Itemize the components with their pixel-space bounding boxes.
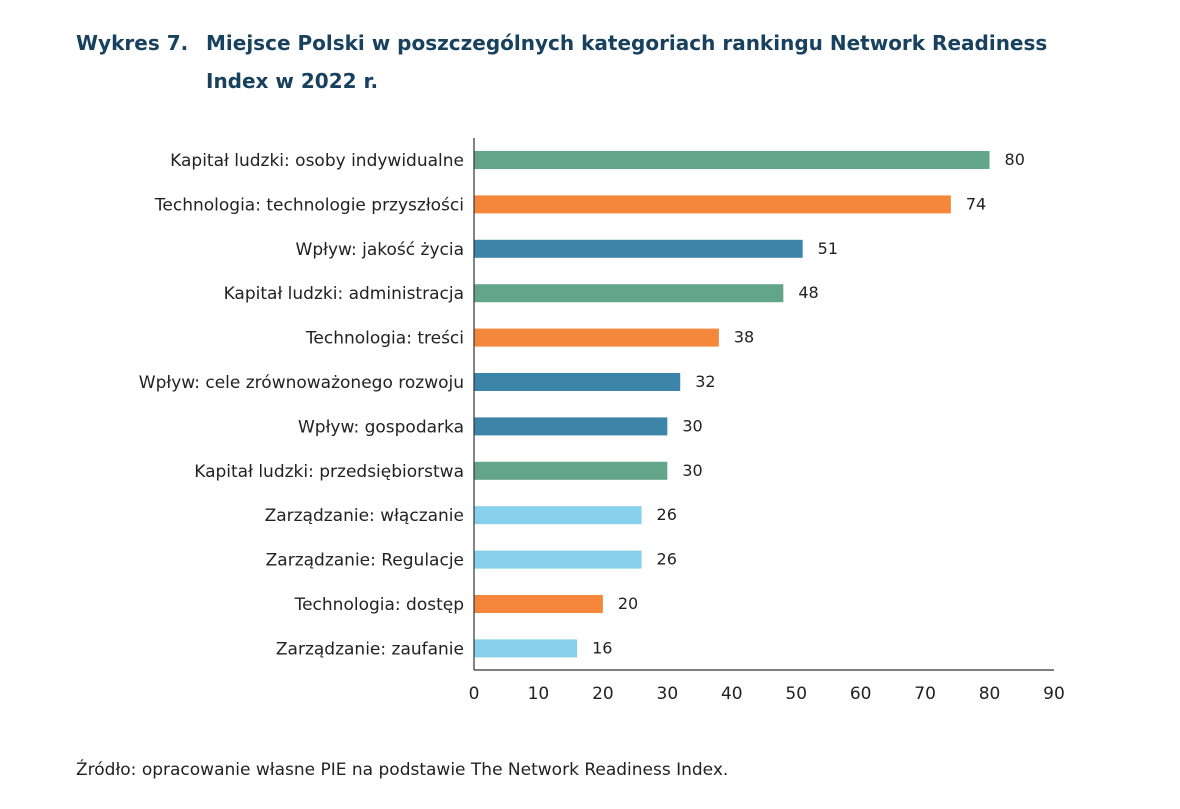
bar <box>474 328 719 347</box>
bar <box>474 639 578 658</box>
category-label: Zarządzanie: Regulacje <box>266 551 464 571</box>
bar <box>474 239 803 258</box>
category-label: Wpływ: gospodarka <box>298 417 464 437</box>
chart-title: Wykres 7. Miejsce Polski w poszczególnyc… <box>76 24 1136 100</box>
x-tick-label: 10 <box>528 684 550 704</box>
x-tick-label: 0 <box>469 684 480 704</box>
category-label: Technologia: treści <box>305 329 464 349</box>
bar <box>474 417 668 436</box>
data-label: 48 <box>798 283 818 302</box>
bar <box>474 550 642 569</box>
data-label: 74 <box>966 194 986 213</box>
x-tick-label: 20 <box>592 684 614 704</box>
data-label: 30 <box>682 461 702 480</box>
source-note: Źródło: opracowanie własne PIE na podsta… <box>76 760 729 780</box>
category-label: Kapitał ludzki: administracja <box>224 284 464 304</box>
data-label: 51 <box>818 239 838 258</box>
category-label: Wpływ: jakość życia <box>296 240 464 260</box>
bar <box>474 373 681 391</box>
category-label: Wpływ: cele zrównoważonego rozwoju <box>139 373 464 393</box>
data-label: 30 <box>682 416 702 435</box>
bar <box>474 461 668 480</box>
category-label: Kapitał ludzki: osoby indywidualne <box>170 151 464 171</box>
figure-number: Wykres 7. <box>76 31 189 55</box>
category-label: Zarządzanie: zaufanie <box>276 639 464 659</box>
data-label: 26 <box>657 550 677 569</box>
x-tick-label: 50 <box>785 684 807 704</box>
bar <box>474 284 784 303</box>
data-label: 38 <box>734 328 754 347</box>
x-tick-label: 30 <box>657 684 679 704</box>
x-tick-label: 90 <box>1043 684 1065 704</box>
data-label: 26 <box>657 505 677 524</box>
data-label: 32 <box>695 372 715 391</box>
bar <box>474 151 990 169</box>
category-label: Technologia: dostęp <box>294 595 464 615</box>
category-label: Zarządzanie: włączanie <box>265 506 464 526</box>
bar <box>474 195 951 214</box>
x-tick-label: 80 <box>979 684 1001 704</box>
category-label: Kapitał ludzki: przedsiębiorstwa <box>194 462 464 482</box>
bar <box>474 506 642 525</box>
x-tick-label: 70 <box>914 684 936 704</box>
category-label: Technologia: technologie przyszłości <box>154 195 464 215</box>
figure-title: Miejsce Polski w poszczególnych kategori… <box>206 31 1048 93</box>
x-tick-label: 60 <box>850 684 872 704</box>
data-label: 20 <box>618 594 638 613</box>
data-label: 16 <box>592 638 612 657</box>
data-label: 80 <box>1005 150 1025 169</box>
x-tick-label: 40 <box>721 684 743 704</box>
bar <box>474 595 603 613</box>
